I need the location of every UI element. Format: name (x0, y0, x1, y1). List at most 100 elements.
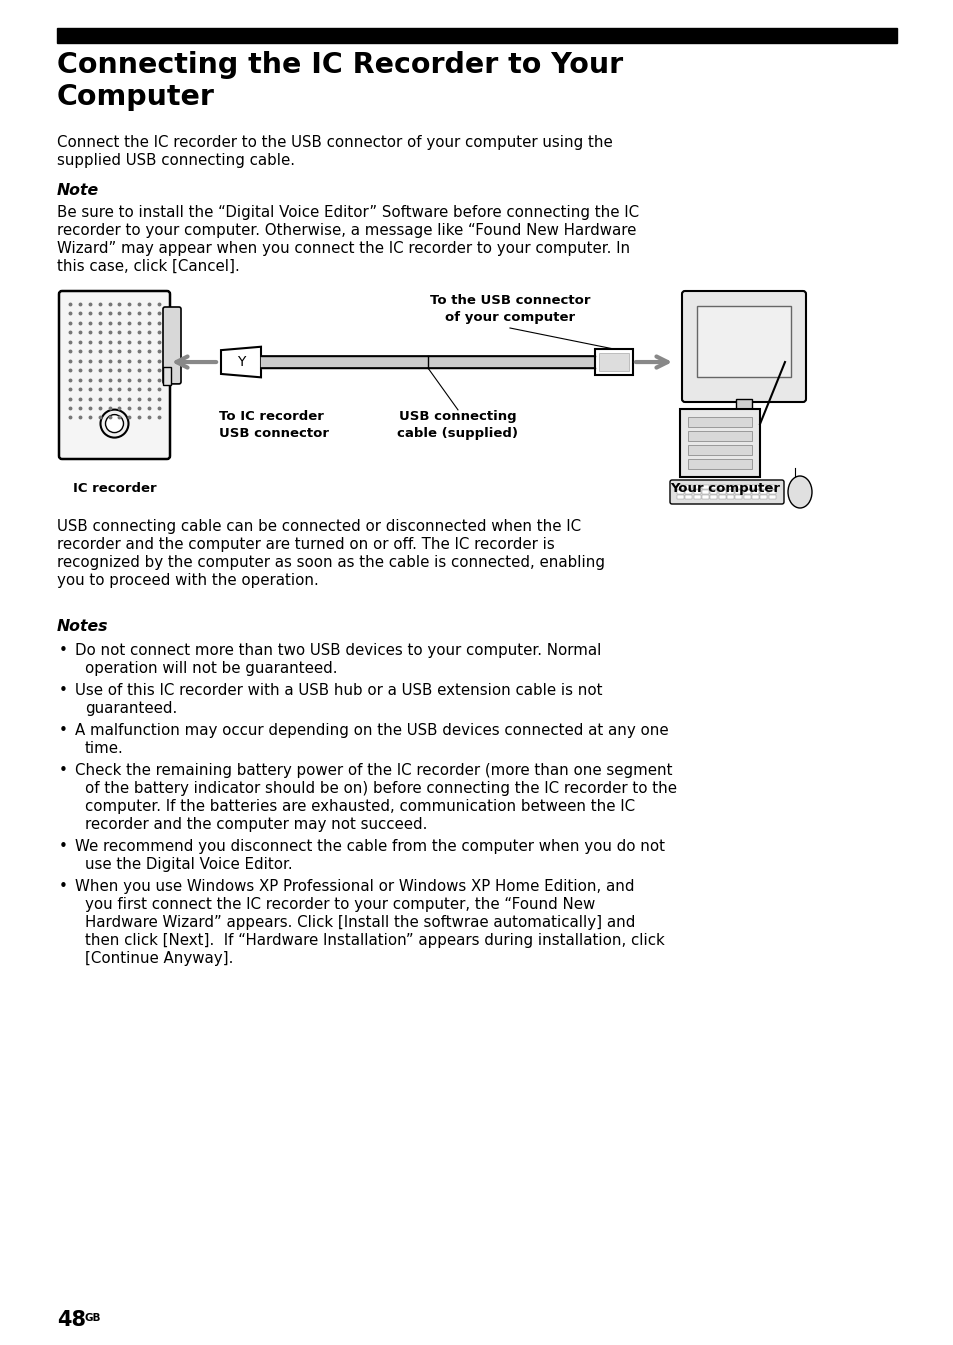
Text: you first connect the IC recorder to your computer, the “Found New: you first connect the IC recorder to you… (85, 897, 595, 912)
Bar (751, 490, 759, 494)
Bar (726, 486, 733, 490)
Bar (693, 490, 700, 494)
Bar (710, 486, 717, 490)
Text: Connecting the IC Recorder to Your: Connecting the IC Recorder to Your (57, 51, 622, 79)
Bar (710, 495, 717, 499)
Bar (677, 490, 683, 494)
Text: Hardware Wizard” appears. Click [Install the softwrae automatically] and: Hardware Wizard” appears. Click [Install… (85, 915, 635, 929)
Text: Your computer: Your computer (669, 482, 780, 495)
Bar (701, 495, 708, 499)
Bar (693, 486, 700, 490)
Circle shape (106, 414, 123, 433)
Bar (710, 490, 717, 494)
Text: Computer: Computer (57, 83, 214, 112)
Text: computer. If the batteries are exhausted, communication between the IC: computer. If the batteries are exhausted… (85, 799, 635, 814)
Bar (687, 445, 751, 455)
Bar (693, 495, 700, 499)
Bar (679, 409, 760, 477)
Text: Use of this IC recorder with a USB hub or a USB extension cable is not: Use of this IC recorder with a USB hub o… (75, 683, 602, 698)
Bar (768, 490, 775, 494)
Bar (684, 486, 692, 490)
Text: time.: time. (85, 741, 124, 756)
Bar (718, 495, 725, 499)
Bar (677, 486, 683, 490)
Bar (735, 399, 751, 413)
Bar (677, 495, 683, 499)
Text: recorder and the computer may not succeed.: recorder and the computer may not succee… (85, 816, 427, 833)
Bar (701, 486, 708, 490)
Bar (687, 459, 751, 469)
FancyBboxPatch shape (681, 291, 805, 402)
Bar (684, 490, 692, 494)
Text: operation will not be guaranteed.: operation will not be guaranteed. (85, 660, 337, 677)
Bar (760, 490, 766, 494)
Bar (768, 486, 775, 490)
Text: this case, click [Cancel].: this case, click [Cancel]. (57, 260, 239, 274)
Text: •: • (59, 724, 68, 738)
Bar (751, 486, 759, 490)
Bar (687, 430, 751, 441)
Text: •: • (59, 643, 68, 658)
Text: •: • (59, 683, 68, 698)
Text: Y: Y (236, 355, 245, 369)
Text: When you use Windows XP Professional or Windows XP Home Edition, and: When you use Windows XP Professional or … (75, 880, 634, 894)
Text: IC recorder: IC recorder (72, 482, 156, 495)
Circle shape (100, 410, 129, 437)
Text: Notes: Notes (57, 619, 109, 633)
Text: guaranteed.: guaranteed. (85, 701, 177, 716)
Text: use the Digital Voice Editor.: use the Digital Voice Editor. (85, 857, 293, 872)
Bar (726, 490, 733, 494)
FancyBboxPatch shape (163, 307, 181, 383)
Bar (735, 486, 741, 490)
FancyBboxPatch shape (669, 480, 783, 504)
FancyBboxPatch shape (59, 291, 170, 459)
Text: We recommend you disconnect the cable from the computer when you do not: We recommend you disconnect the cable fr… (75, 839, 664, 854)
Text: Do not connect more than two USB devices to your computer. Normal: Do not connect more than two USB devices… (75, 643, 600, 658)
Text: 48: 48 (57, 1310, 86, 1330)
Polygon shape (221, 347, 261, 378)
Text: recognized by the computer as soon as the cable is connected, enabling: recognized by the computer as soon as th… (57, 555, 604, 570)
Bar (743, 486, 750, 490)
Text: then click [Next].  If “Hardware Installation” appears during installation, clic: then click [Next]. If “Hardware Installa… (85, 933, 664, 948)
Bar (598, 352, 628, 371)
Text: of the battery indicator should be on) before connecting the IC recorder to the: of the battery indicator should be on) b… (85, 781, 677, 796)
Text: GB: GB (85, 1313, 101, 1323)
Bar (163, 367, 171, 385)
Text: recorder and the computer are turned on or off. The IC recorder is: recorder and the computer are turned on … (57, 537, 554, 551)
Text: A malfunction may occur depending on the USB devices connected at any one: A malfunction may occur depending on the… (75, 724, 668, 738)
Text: supplied USB connecting cable.: supplied USB connecting cable. (57, 153, 294, 168)
Bar (760, 495, 766, 499)
Bar (718, 486, 725, 490)
Ellipse shape (787, 476, 811, 508)
Bar (760, 486, 766, 490)
Text: •: • (59, 839, 68, 854)
Text: Be sure to install the “Digital Voice Editor” Software before connecting the IC: Be sure to install the “Digital Voice Ed… (57, 204, 639, 221)
Bar (768, 495, 775, 499)
Text: recorder to your computer. Otherwise, a message like “Found New Hardware: recorder to your computer. Otherwise, a … (57, 223, 636, 238)
Bar (57, 28, 896, 43)
Bar (718, 490, 725, 494)
Text: Connect the IC recorder to the USB connector of your computer using the: Connect the IC recorder to the USB conne… (57, 134, 612, 151)
Text: •: • (59, 880, 68, 894)
Text: Wizard” may appear when you connect the IC recorder to your computer. In: Wizard” may appear when you connect the … (57, 241, 630, 256)
Text: Note: Note (57, 183, 99, 198)
Bar (697, 307, 790, 377)
Text: To IC recorder
USB connector: To IC recorder USB connector (219, 410, 329, 440)
Bar (735, 495, 741, 499)
Text: Check the remaining battery power of the IC recorder (more than one segment: Check the remaining battery power of the… (75, 763, 672, 777)
Bar (743, 490, 750, 494)
Text: [Continue Anyway].: [Continue Anyway]. (85, 951, 233, 966)
Bar (687, 417, 751, 426)
Bar (595, 350, 633, 375)
Bar (726, 495, 733, 499)
Bar (684, 495, 692, 499)
Text: you to proceed with the operation.: you to proceed with the operation. (57, 573, 318, 588)
Bar (743, 495, 750, 499)
Bar (735, 490, 741, 494)
Bar (751, 495, 759, 499)
Bar (701, 490, 708, 494)
Text: USB connecting cable can be connected or disconnected when the IC: USB connecting cable can be connected or… (57, 519, 580, 534)
Text: •: • (59, 763, 68, 777)
Text: To the USB connector
of your computer: To the USB connector of your computer (429, 295, 590, 324)
Text: USB connecting
cable (supplied): USB connecting cable (supplied) (397, 410, 518, 440)
